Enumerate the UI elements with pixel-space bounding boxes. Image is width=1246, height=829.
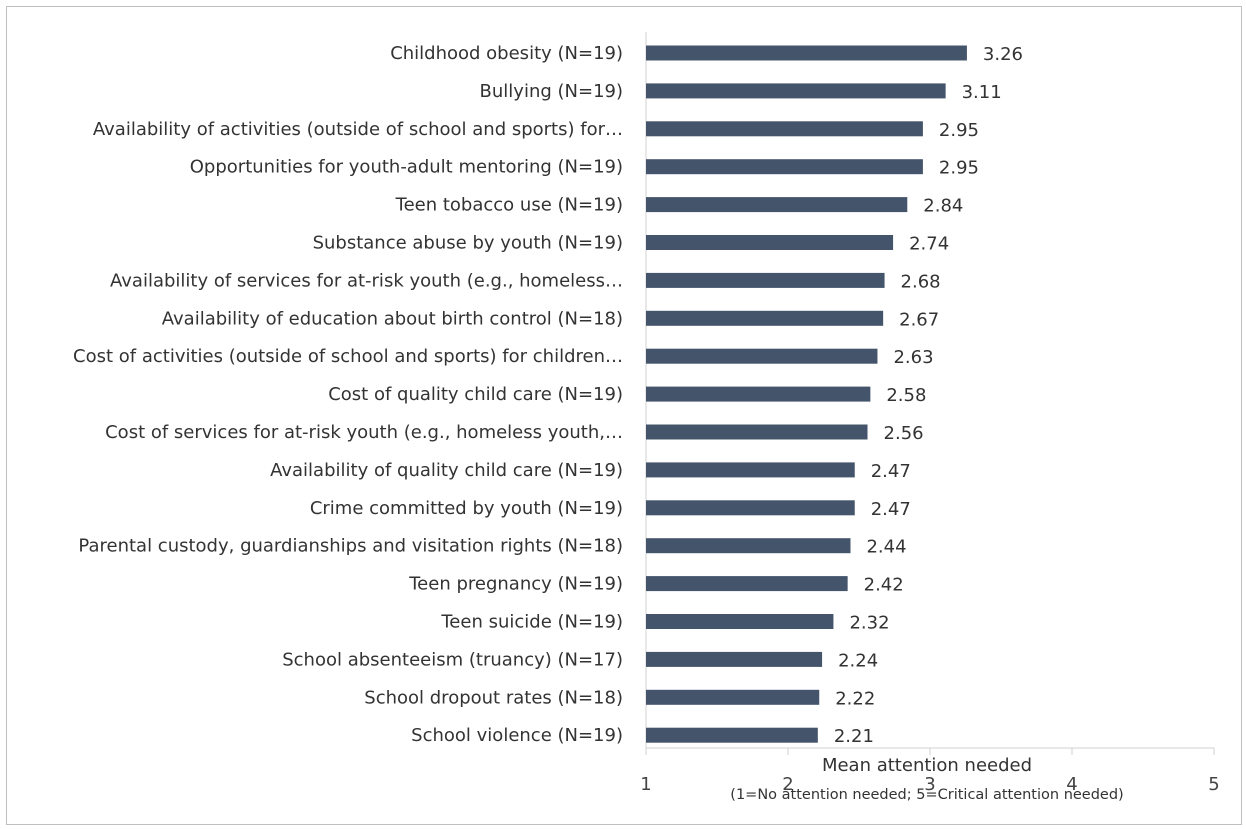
category-label: Crime committed by youth (N=19) [310, 498, 623, 519]
data-label: 2.74 [909, 234, 949, 255]
category-label: Availability of activities (outside of s… [93, 119, 623, 140]
category-label: Cost of quality child care (N=19) [328, 384, 623, 405]
bar [646, 727, 818, 743]
data-label: 2.68 [901, 271, 941, 292]
x-axis-title: Mean attention needed [822, 755, 1032, 776]
bar [646, 235, 894, 250]
data-label: 2.95 [939, 158, 979, 179]
data-label: 2.56 [884, 423, 924, 444]
data-label: 2.24 [838, 650, 878, 671]
category-label: School dropout rates (N=18) [364, 687, 623, 708]
x-tick-label: 4 [1066, 774, 1077, 795]
bar [646, 386, 871, 402]
bar [646, 424, 868, 440]
category-label: School violence (N=19) [411, 725, 623, 746]
x-tick-label: 1 [640, 774, 651, 795]
data-label: 2.67 [899, 309, 939, 330]
category-label: Availability of services for at-risk you… [110, 270, 623, 291]
bar-series [646, 45, 967, 743]
bar [646, 197, 908, 213]
data-label: 2.22 [835, 688, 875, 709]
category-label: Parental custody, guardianships and visi… [78, 536, 623, 557]
category-label: Availability of quality child care (N=19… [270, 460, 623, 481]
category-labels: Childhood obesity (N=19) Bullying (N=19) A… [73, 43, 623, 746]
x-axis-subtitle: (1=No attention needed; 5=Critical atten… [730, 787, 1123, 803]
data-label: 2.63 [893, 347, 933, 368]
data-label: 2.32 [849, 613, 889, 634]
category-label: Bullying (N=19) [480, 81, 623, 102]
category-label: Cost of activities (outside of school an… [73, 346, 623, 367]
bar [646, 614, 834, 629]
bar [646, 83, 946, 99]
bar [646, 159, 923, 175]
bar [646, 500, 855, 516]
category-label: Teen tobacco use (N=19) [395, 195, 623, 216]
x-tick-label: 3 [924, 774, 935, 795]
data-label: 3.26 [983, 44, 1023, 65]
category-label: Substance abuse by youth (N=19) [313, 233, 623, 254]
data-label: 2.58 [886, 385, 926, 406]
bar [646, 310, 884, 326]
bar [646, 348, 878, 364]
bar [646, 462, 855, 478]
bar [646, 272, 885, 288]
category-label: Opportunities for youth-adult mentoring … [190, 157, 623, 178]
data-label: 2.21 [834, 726, 874, 747]
x-tick-label: 2 [782, 774, 793, 795]
bar [646, 576, 848, 592]
data-labels: 3.26 3.11 2.95 2.95 2.84 2.74 2.68 2.67 2.63 2.58… [834, 44, 1023, 747]
data-label: 2.47 [871, 461, 911, 482]
x-tick-label: 5 [1208, 774, 1219, 795]
data-label: 2.42 [864, 575, 904, 596]
data-label: 2.95 [939, 120, 979, 141]
category-label: Childhood obesity (N=19) [390, 43, 623, 64]
category-label: Teen pregnancy (N=19) [408, 574, 623, 595]
bar [646, 689, 820, 705]
bar [646, 538, 851, 554]
data-label: 2.47 [871, 499, 911, 520]
category-label: Teen suicide (N=19) [440, 612, 623, 633]
bar [646, 651, 823, 667]
data-label: 2.84 [923, 196, 963, 217]
category-label: Availability of education about birth co… [162, 308, 623, 329]
data-label: 3.11 [962, 82, 1002, 103]
category-label: Cost of services for at-risk youth (e.g.… [105, 422, 623, 443]
chart-frame [6, 6, 1242, 825]
bar [646, 121, 923, 137]
category-label: School absenteeism (truancy) (N=17) [282, 649, 623, 670]
data-label: 2.44 [866, 537, 906, 558]
bar [646, 45, 967, 61]
x-axis-ticks: 1 2 3 4 5 [640, 748, 1220, 795]
